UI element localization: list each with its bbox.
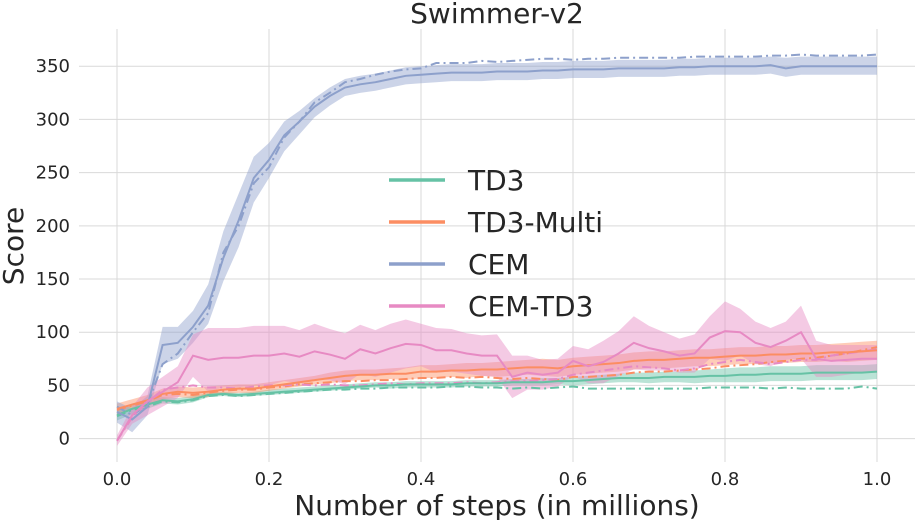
x-tick-label: 0.2 [255,469,284,490]
dashed-lines [116,53,878,442]
y-tick-label: 100 [36,322,70,343]
legend-label-cem: CEM [468,248,529,281]
line-td3 [116,370,878,417]
y-tick-label: 250 [36,163,70,184]
y-tick-label: 50 [47,375,70,396]
grid [79,29,915,462]
chart-title: Swimmer-v2 [410,0,584,30]
dashed-line-cem-td3 [116,348,878,442]
line-cem [116,64,877,421]
legend: TD3 TD3-Multi CEM CEM-TD3 [389,164,603,323]
dashed-line-td3-multi [116,346,878,411]
y-tick-label: 300 [36,109,70,130]
dashed-line-td3 [116,385,878,418]
y-tick-labels: 0 50 100 150 200 250 300 350 [36,56,70,449]
line-cem-td3 [116,330,877,442]
y-tick-label: 0 [59,429,70,450]
x-tick-label: 1.0 [863,469,892,490]
x-axis-label: Number of steps (in millions) [294,489,699,520]
legend-label-td3-multi: TD3-Multi [467,206,603,239]
x-tick-labels: 0.0 0.2 0.4 0.6 0.8 1.0 [103,469,892,490]
x-tick-label: 0.4 [407,469,436,490]
y-tick-label: 200 [36,216,70,237]
band-cem-td3 [117,301,877,447]
mean-lines [116,64,878,442]
band-td3 [117,364,877,421]
y-tick-label: 150 [36,269,70,290]
y-axis-label: Score [0,207,30,285]
x-tick-label: 0.8 [711,469,740,490]
line-td3-multi [116,349,878,410]
legend-label-td3: TD3 [467,164,524,197]
legend-label-cem-td3: CEM-TD3 [468,290,593,323]
x-tick-label: 0.6 [559,469,588,490]
x-tick-label: 0.0 [103,469,132,490]
y-tick-label: 350 [36,56,70,77]
